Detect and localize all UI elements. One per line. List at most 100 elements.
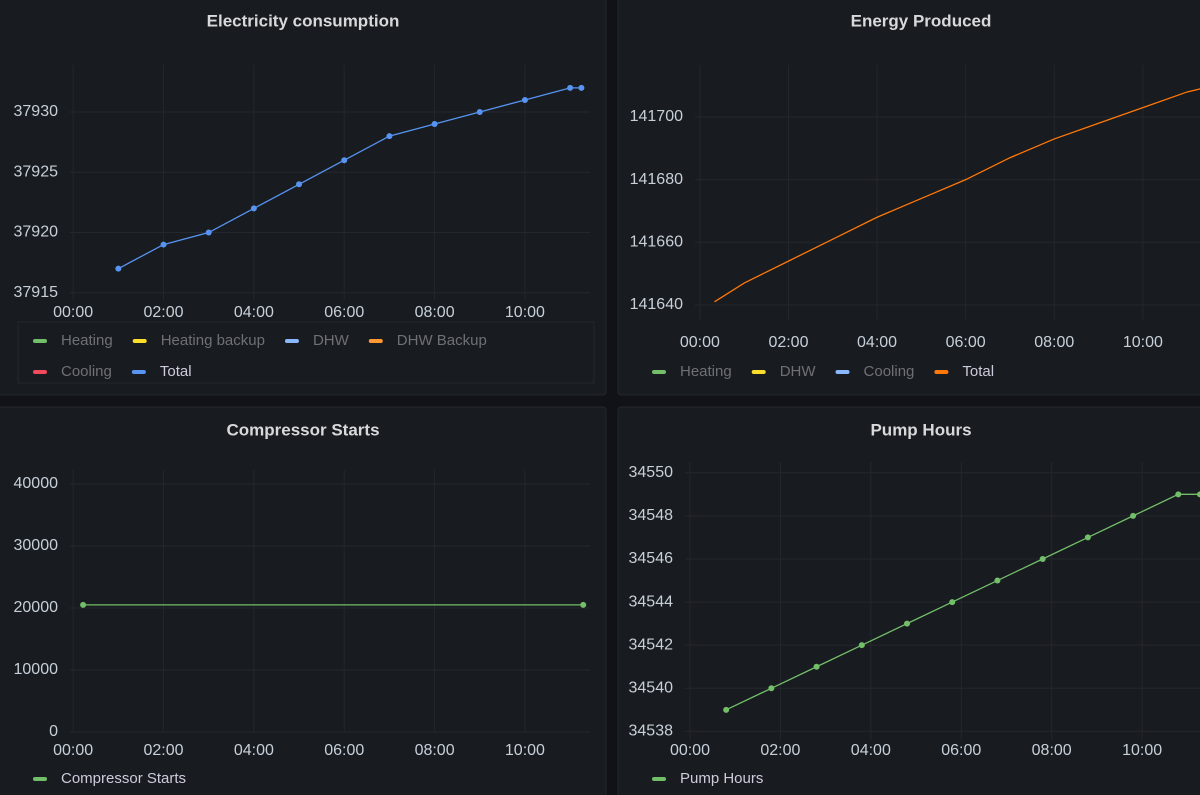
y-tick-label: 10000	[14, 661, 59, 678]
data-point	[1130, 512, 1137, 519]
series-line	[725, 493, 1200, 711]
y-tick-label: 20000	[14, 599, 59, 616]
y-tick-label: 30000	[14, 537, 59, 554]
y-tick-label: 40000	[14, 475, 59, 492]
y-tick-label: 37925	[14, 163, 59, 180]
data-point	[994, 577, 1001, 584]
y-tick-label: 141660	[630, 234, 683, 251]
legend-swatch	[33, 370, 47, 374]
y-tick-label: 37920	[14, 224, 59, 241]
x-tick-label: 04:00	[234, 304, 274, 321]
x-tick-label: 06:00	[324, 742, 364, 759]
data-point	[250, 205, 257, 212]
legend-label: Compressor Starts	[61, 770, 186, 787]
data-point	[949, 599, 956, 606]
legend-swatch	[652, 370, 666, 374]
legend-label: Heating backup	[161, 332, 265, 349]
data-point	[580, 601, 587, 608]
legend-box	[17, 321, 595, 384]
x-tick-label: 00:00	[53, 742, 93, 759]
y-tick-label: 34550	[629, 464, 674, 481]
x-tick-label: 02:00	[768, 334, 808, 351]
legend-swatch	[33, 339, 47, 343]
panel	[0, 0, 607, 396]
x-tick-label: 08:00	[1032, 742, 1072, 759]
y-tick-label: 141700	[630, 108, 683, 125]
x-tick-label: 10:00	[1123, 334, 1163, 351]
x-tick-label: 04:00	[851, 742, 891, 759]
panel-title: Pump Hours	[870, 420, 971, 439]
legend-label: DHW Backup	[397, 332, 487, 349]
data-point	[160, 241, 167, 248]
y-tick-label: 0	[49, 723, 58, 740]
legend-swatch	[368, 339, 383, 343]
data-point	[80, 601, 87, 608]
data-point	[296, 181, 303, 188]
data-point	[1039, 555, 1046, 562]
legend-swatch	[132, 339, 147, 343]
y-tick-label: 34538	[629, 723, 674, 740]
y-tick-label: 37915	[14, 284, 59, 301]
x-tick-label: 00:00	[680, 334, 720, 351]
data-point	[1197, 491, 1200, 498]
data-point	[578, 84, 585, 91]
x-tick-label: 10:00	[505, 304, 545, 321]
data-point	[521, 96, 528, 103]
series-line	[714, 88, 1200, 303]
x-tick-label: 00:00	[53, 304, 93, 321]
legend-label: DHW	[780, 363, 817, 380]
y-tick-label: 34540	[629, 679, 674, 696]
x-tick-label: 02:00	[143, 304, 183, 321]
legend-swatch	[284, 339, 299, 343]
data-point	[858, 642, 865, 649]
x-tick-label: 10:00	[505, 742, 545, 759]
legend-label: DHW	[313, 332, 350, 349]
y-tick-label: 141640	[630, 296, 683, 313]
data-point	[904, 620, 911, 627]
legend-label: Cooling	[864, 363, 915, 380]
data-point	[431, 121, 438, 128]
data-point	[1084, 534, 1091, 541]
legend-swatch	[934, 370, 949, 374]
legend-label: Total	[962, 363, 994, 380]
y-tick-label: 34542	[629, 636, 674, 653]
y-tick-label: 34548	[629, 507, 674, 524]
panel	[0, 406, 607, 795]
panel-title: Energy Produced	[851, 11, 992, 30]
x-tick-label: 02:00	[760, 742, 800, 759]
data-point	[1175, 491, 1182, 498]
data-point	[723, 706, 730, 713]
data-point	[476, 109, 483, 115]
data-point	[768, 685, 775, 692]
legend-label: Pump Hours	[680, 770, 763, 787]
x-tick-label: 10:00	[1122, 742, 1162, 759]
legend-swatch	[131, 370, 146, 374]
data-point	[813, 663, 820, 670]
x-tick-label: 02:00	[143, 742, 183, 759]
panel-title: Electricity consumption	[207, 11, 400, 30]
legend-swatch	[751, 370, 766, 374]
x-tick-label: 08:00	[415, 742, 455, 759]
data-point	[386, 133, 393, 140]
x-tick-label: 06:00	[324, 304, 364, 321]
y-tick-label: 34546	[629, 550, 674, 567]
legend-swatch	[652, 777, 666, 781]
panel	[617, 406, 1200, 795]
legend-swatch	[835, 370, 850, 374]
x-tick-label: 04:00	[234, 742, 274, 759]
series-line	[118, 87, 582, 270]
x-tick-label: 06:00	[941, 742, 981, 759]
legend-label: Total	[160, 363, 192, 380]
data-point	[341, 157, 348, 164]
data-point	[205, 229, 212, 236]
legend-label: Heating	[680, 363, 732, 380]
legend-label: Cooling	[61, 363, 112, 380]
legend-label: Heating	[61, 332, 113, 349]
x-tick-label: 08:00	[415, 304, 455, 321]
panel-title: Compressor Starts	[226, 420, 379, 439]
x-tick-label: 00:00	[670, 742, 710, 759]
legend-swatch	[33, 777, 47, 781]
x-tick-label: 06:00	[946, 334, 986, 351]
y-tick-label: 37930	[14, 103, 59, 120]
